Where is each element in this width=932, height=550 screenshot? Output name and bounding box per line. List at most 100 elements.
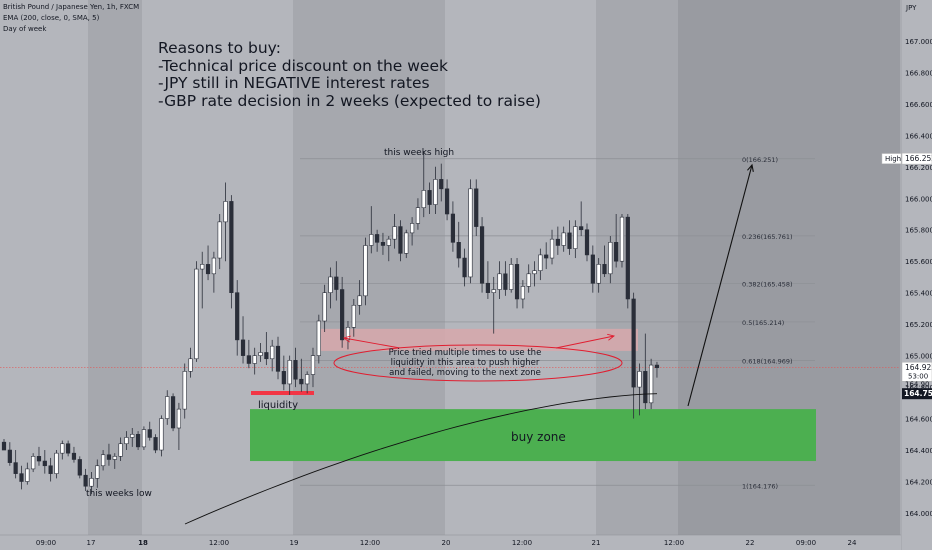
candle-body [188,358,193,372]
price-tick-label: 165.000 [905,353,932,361]
candle-body [182,371,187,410]
candle-body [567,232,572,249]
candle-body [415,207,421,224]
time-axis[interactable]: 09:00 17 18 12:00 19 12:00 20 12:00 21 12:00 22 09:… [0,534,901,550]
candle [398,220,403,262]
candle-body [194,268,199,360]
candle [258,343,263,362]
candle-body [631,298,636,388]
note-arrow-right[interactable] [555,333,616,349]
candle-body [643,371,648,404]
candle [118,437,123,462]
price-tick-label: 166.400 [905,132,932,140]
candle [31,453,36,473]
candle [89,472,94,495]
candle-body [450,213,456,243]
candle [369,206,374,254]
candle-body [380,242,386,246]
fib-level-label: 0.382(165.458) [742,281,793,289]
candle [293,347,298,388]
candle [159,415,164,457]
candle-body [584,229,590,256]
candle-body [54,452,59,474]
candle [200,251,205,309]
candle [176,402,182,451]
price-tick-label: 166.000 [905,195,932,203]
resistance-zone[interactable] [320,328,638,351]
candle [497,261,502,299]
candle-body [48,465,53,474]
price-axis-background [901,0,932,550]
price-tick-label: 166.200 [905,164,932,172]
candle-body [77,459,82,476]
candle-body [217,221,222,259]
target-arrow[interactable] [687,163,754,407]
candle-body [427,190,432,205]
time-tick-label: 18 [138,539,148,547]
candle [409,217,415,246]
candle [42,450,47,474]
candle [340,276,345,348]
candle [13,450,18,479]
candle [404,229,409,259]
candle-body [579,226,584,231]
candle [520,280,525,309]
note-arrow-left[interactable] [342,335,401,349]
candle-body [433,179,438,205]
candle [211,251,216,293]
last-price-text: 164.923 [905,363,932,372]
ema-value-badge [902,388,932,400]
candle-body [474,188,479,227]
candle-body [223,201,228,223]
candle [503,261,508,296]
annotation-texts: this weeks high this weeks low liquidity… [86,148,566,499]
candle-body [229,201,234,293]
arrow-annotations[interactable] [342,163,754,407]
candle-body [520,286,525,300]
ema-legend[interactable]: EMA (200, close, 0, SMA, 5) [3,14,100,22]
candle-body [264,352,269,360]
candle [643,333,648,410]
candle-body [369,234,374,246]
time-tick-label: 24 [848,539,857,547]
candle [649,358,654,410]
candle-body [375,234,380,243]
candle-body [619,216,625,262]
candle [386,236,391,262]
candle [182,363,187,419]
symbol-legend[interactable]: British Pound / Japanese Yen, 1h, FXCM [3,3,140,11]
indicator-legend[interactable]: Day of week [3,25,47,33]
note-ellipse[interactable] [333,344,623,382]
buy-zone-label: buy zone [511,430,566,444]
candle [514,258,520,309]
candle-body [649,364,654,404]
candle-body [491,289,496,293]
buy-zone-box[interactable] [250,409,816,462]
price-tick-label: 167.000 [905,38,932,46]
candle-body [130,433,135,438]
candle [205,245,211,281]
note-arrow-left-shaft [343,337,401,349]
candle [229,195,234,309]
candle-body [95,465,100,479]
candle-body [205,264,211,275]
candle [555,226,560,255]
candle-body [462,257,467,278]
candle [305,371,310,394]
candle [106,443,112,466]
candle [544,242,549,270]
candle [170,393,176,432]
candle-body [363,245,368,297]
price-tick-label: 164.400 [905,447,932,455]
countdown-text: 53:00 [908,373,928,381]
price-axis[interactable]: 164.000 164.200 164.400 164.600 164.800 165.0… [900,0,932,550]
candle [375,229,380,252]
candle [7,442,12,466]
candle-body [555,238,560,246]
candle [60,440,65,460]
candle [281,355,286,391]
candle-body [509,264,514,290]
candle [579,201,584,237]
price-tick-label: 166.800 [905,69,932,77]
